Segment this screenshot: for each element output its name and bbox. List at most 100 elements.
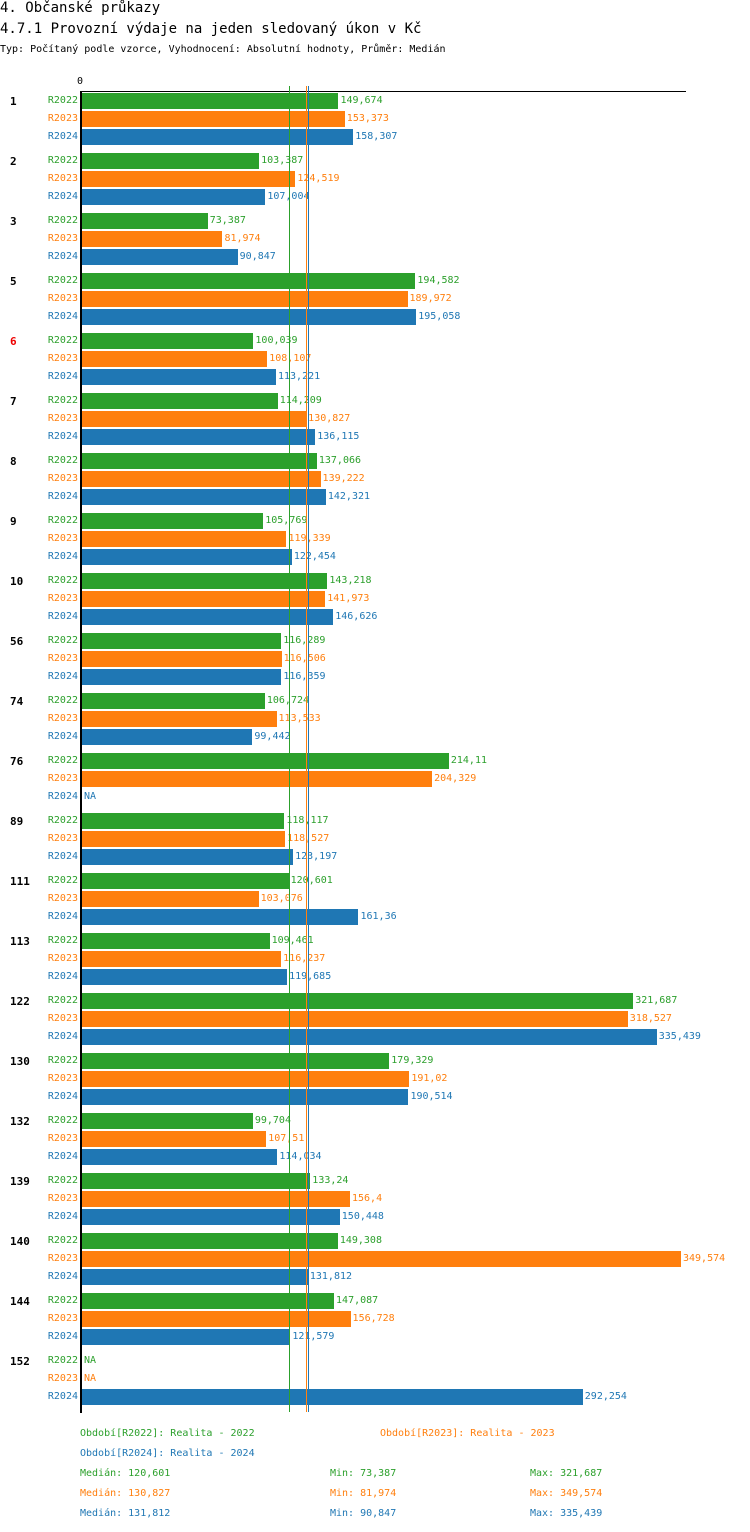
bar-r2022 xyxy=(82,213,208,229)
series-label: R2023 xyxy=(47,1133,78,1144)
bar-r2022 xyxy=(82,753,449,769)
value-label: 189,972 xyxy=(409,293,452,304)
stat-max-r2023: Max: 349,574 xyxy=(530,1488,603,1499)
stat-min-r2023: Min: 81,974 xyxy=(330,1488,397,1499)
value-label: 161,36 xyxy=(360,911,397,922)
bar-r2024 xyxy=(82,969,288,985)
series-label: R2023 xyxy=(47,413,78,424)
series-label: R2022 xyxy=(47,1235,78,1246)
bar-r2024 xyxy=(82,129,354,145)
series-label: R2023 xyxy=(47,533,78,544)
bar-r2022 xyxy=(82,1233,338,1249)
bar-r2023 xyxy=(82,771,433,787)
bar-r2022 xyxy=(82,273,416,289)
series-label: R2022 xyxy=(47,935,78,946)
value-label: 156,4 xyxy=(351,1193,383,1204)
series-label: R2022 xyxy=(47,155,78,166)
bar-r2023 xyxy=(82,1191,350,1207)
value-label: 107,004 xyxy=(267,191,309,203)
bar-r2022 xyxy=(82,453,317,469)
bar-r2024 xyxy=(82,489,326,505)
series-label: R2023 xyxy=(47,473,78,484)
series-label: R2023 xyxy=(47,1373,78,1384)
series-label: R2024 xyxy=(47,1271,78,1282)
bar-r2024 xyxy=(82,1089,409,1105)
value-label: 90,847 xyxy=(239,251,276,262)
value-label: 123,197 xyxy=(295,851,338,862)
series-label: R2023 xyxy=(47,953,78,964)
group-label: 56 xyxy=(10,635,24,648)
value-label: 99,442 xyxy=(254,731,291,742)
group-label: 152 xyxy=(10,1355,30,1368)
bar-r2023 xyxy=(82,1131,267,1147)
value-label: 137,066 xyxy=(318,455,362,466)
series-label: R2024 xyxy=(47,611,78,622)
stat-median-r2022: Medián: 120,601 xyxy=(80,1468,171,1479)
bar-r2023 xyxy=(82,471,321,487)
value-label: 194,582 xyxy=(417,275,460,286)
series-label: R2022 xyxy=(47,1175,78,1186)
series-label: R2022 xyxy=(47,815,78,826)
stat-min-r2024: Min: 90,847 xyxy=(330,1508,397,1519)
series-label: R2024 xyxy=(47,971,78,982)
value-label: NA xyxy=(84,1355,97,1366)
series-label: R2023 xyxy=(47,173,78,184)
value-label: 179,329 xyxy=(391,1055,434,1066)
value-label: 116,289 xyxy=(283,635,326,646)
bar-r2022 xyxy=(82,633,282,649)
value-label: 153,373 xyxy=(346,113,389,124)
value-label: 119,685 xyxy=(289,971,332,982)
series-label: R2023 xyxy=(47,893,78,904)
series-label: R2022 xyxy=(47,275,78,286)
bar-r2023 xyxy=(82,231,223,247)
group-label: 76 xyxy=(10,755,24,768)
bar-r2024 xyxy=(82,669,282,685)
group-label: 132 xyxy=(10,1115,30,1128)
bar-r2022 xyxy=(82,813,285,829)
series-label: R2024 xyxy=(47,1331,78,1342)
bar-r2022 xyxy=(82,1173,311,1189)
bar-r2024 xyxy=(82,369,276,385)
series-label: R2023 xyxy=(47,113,78,124)
series-label: R2023 xyxy=(47,593,78,604)
bar-r2023 xyxy=(82,291,408,307)
bar-r2022 xyxy=(82,693,265,709)
series-label: R2023 xyxy=(47,233,78,244)
series-label: R2024 xyxy=(47,1031,78,1042)
bar-r2024 xyxy=(82,1149,278,1165)
bar-r2023 xyxy=(82,351,268,367)
value-label: 121,579 xyxy=(292,1331,335,1342)
bar-r2024 xyxy=(82,429,316,445)
group-label: 113 xyxy=(10,935,30,948)
value-label: 150,448 xyxy=(341,1211,384,1222)
value-label: 99,704 xyxy=(254,1115,291,1126)
series-label: R2024 xyxy=(47,191,78,202)
value-label: 103,076 xyxy=(260,893,303,904)
value-label: 318,527 xyxy=(629,1013,672,1024)
value-label: 81,974 xyxy=(224,233,261,244)
group-label: 130 xyxy=(10,1055,30,1068)
value-label: 349,574 xyxy=(683,1253,726,1264)
bar-r2022 xyxy=(82,93,339,109)
series-label: R2023 xyxy=(47,773,78,784)
bar-r2023 xyxy=(82,171,296,187)
median-line-r2023 xyxy=(306,86,308,1412)
value-label: 113,533 xyxy=(278,713,321,724)
stat-min-r2022: Min: 73,387 xyxy=(330,1468,397,1479)
series-label: R2024 xyxy=(47,371,78,382)
stat-median-r2023: Medián: 130,827 xyxy=(80,1488,171,1499)
legend-r2023: Období[R2023]: Realita - 2023 xyxy=(380,1428,555,1439)
bar-r2024 xyxy=(82,1329,291,1345)
group-label: 74 xyxy=(10,695,24,708)
series-label: R2024 xyxy=(47,431,78,442)
value-label: 149,308 xyxy=(339,1235,382,1246)
value-label: 116,359 xyxy=(283,671,326,682)
bar-r2022 xyxy=(82,393,278,409)
bar-r2023 xyxy=(82,111,345,127)
group-label: 139 xyxy=(10,1175,30,1188)
value-label: 105,769 xyxy=(265,515,308,526)
series-label: R2024 xyxy=(47,1091,78,1102)
bar-r2022 xyxy=(82,873,289,889)
value-label: 118,117 xyxy=(286,815,328,827)
group-label: 3 xyxy=(10,215,17,228)
